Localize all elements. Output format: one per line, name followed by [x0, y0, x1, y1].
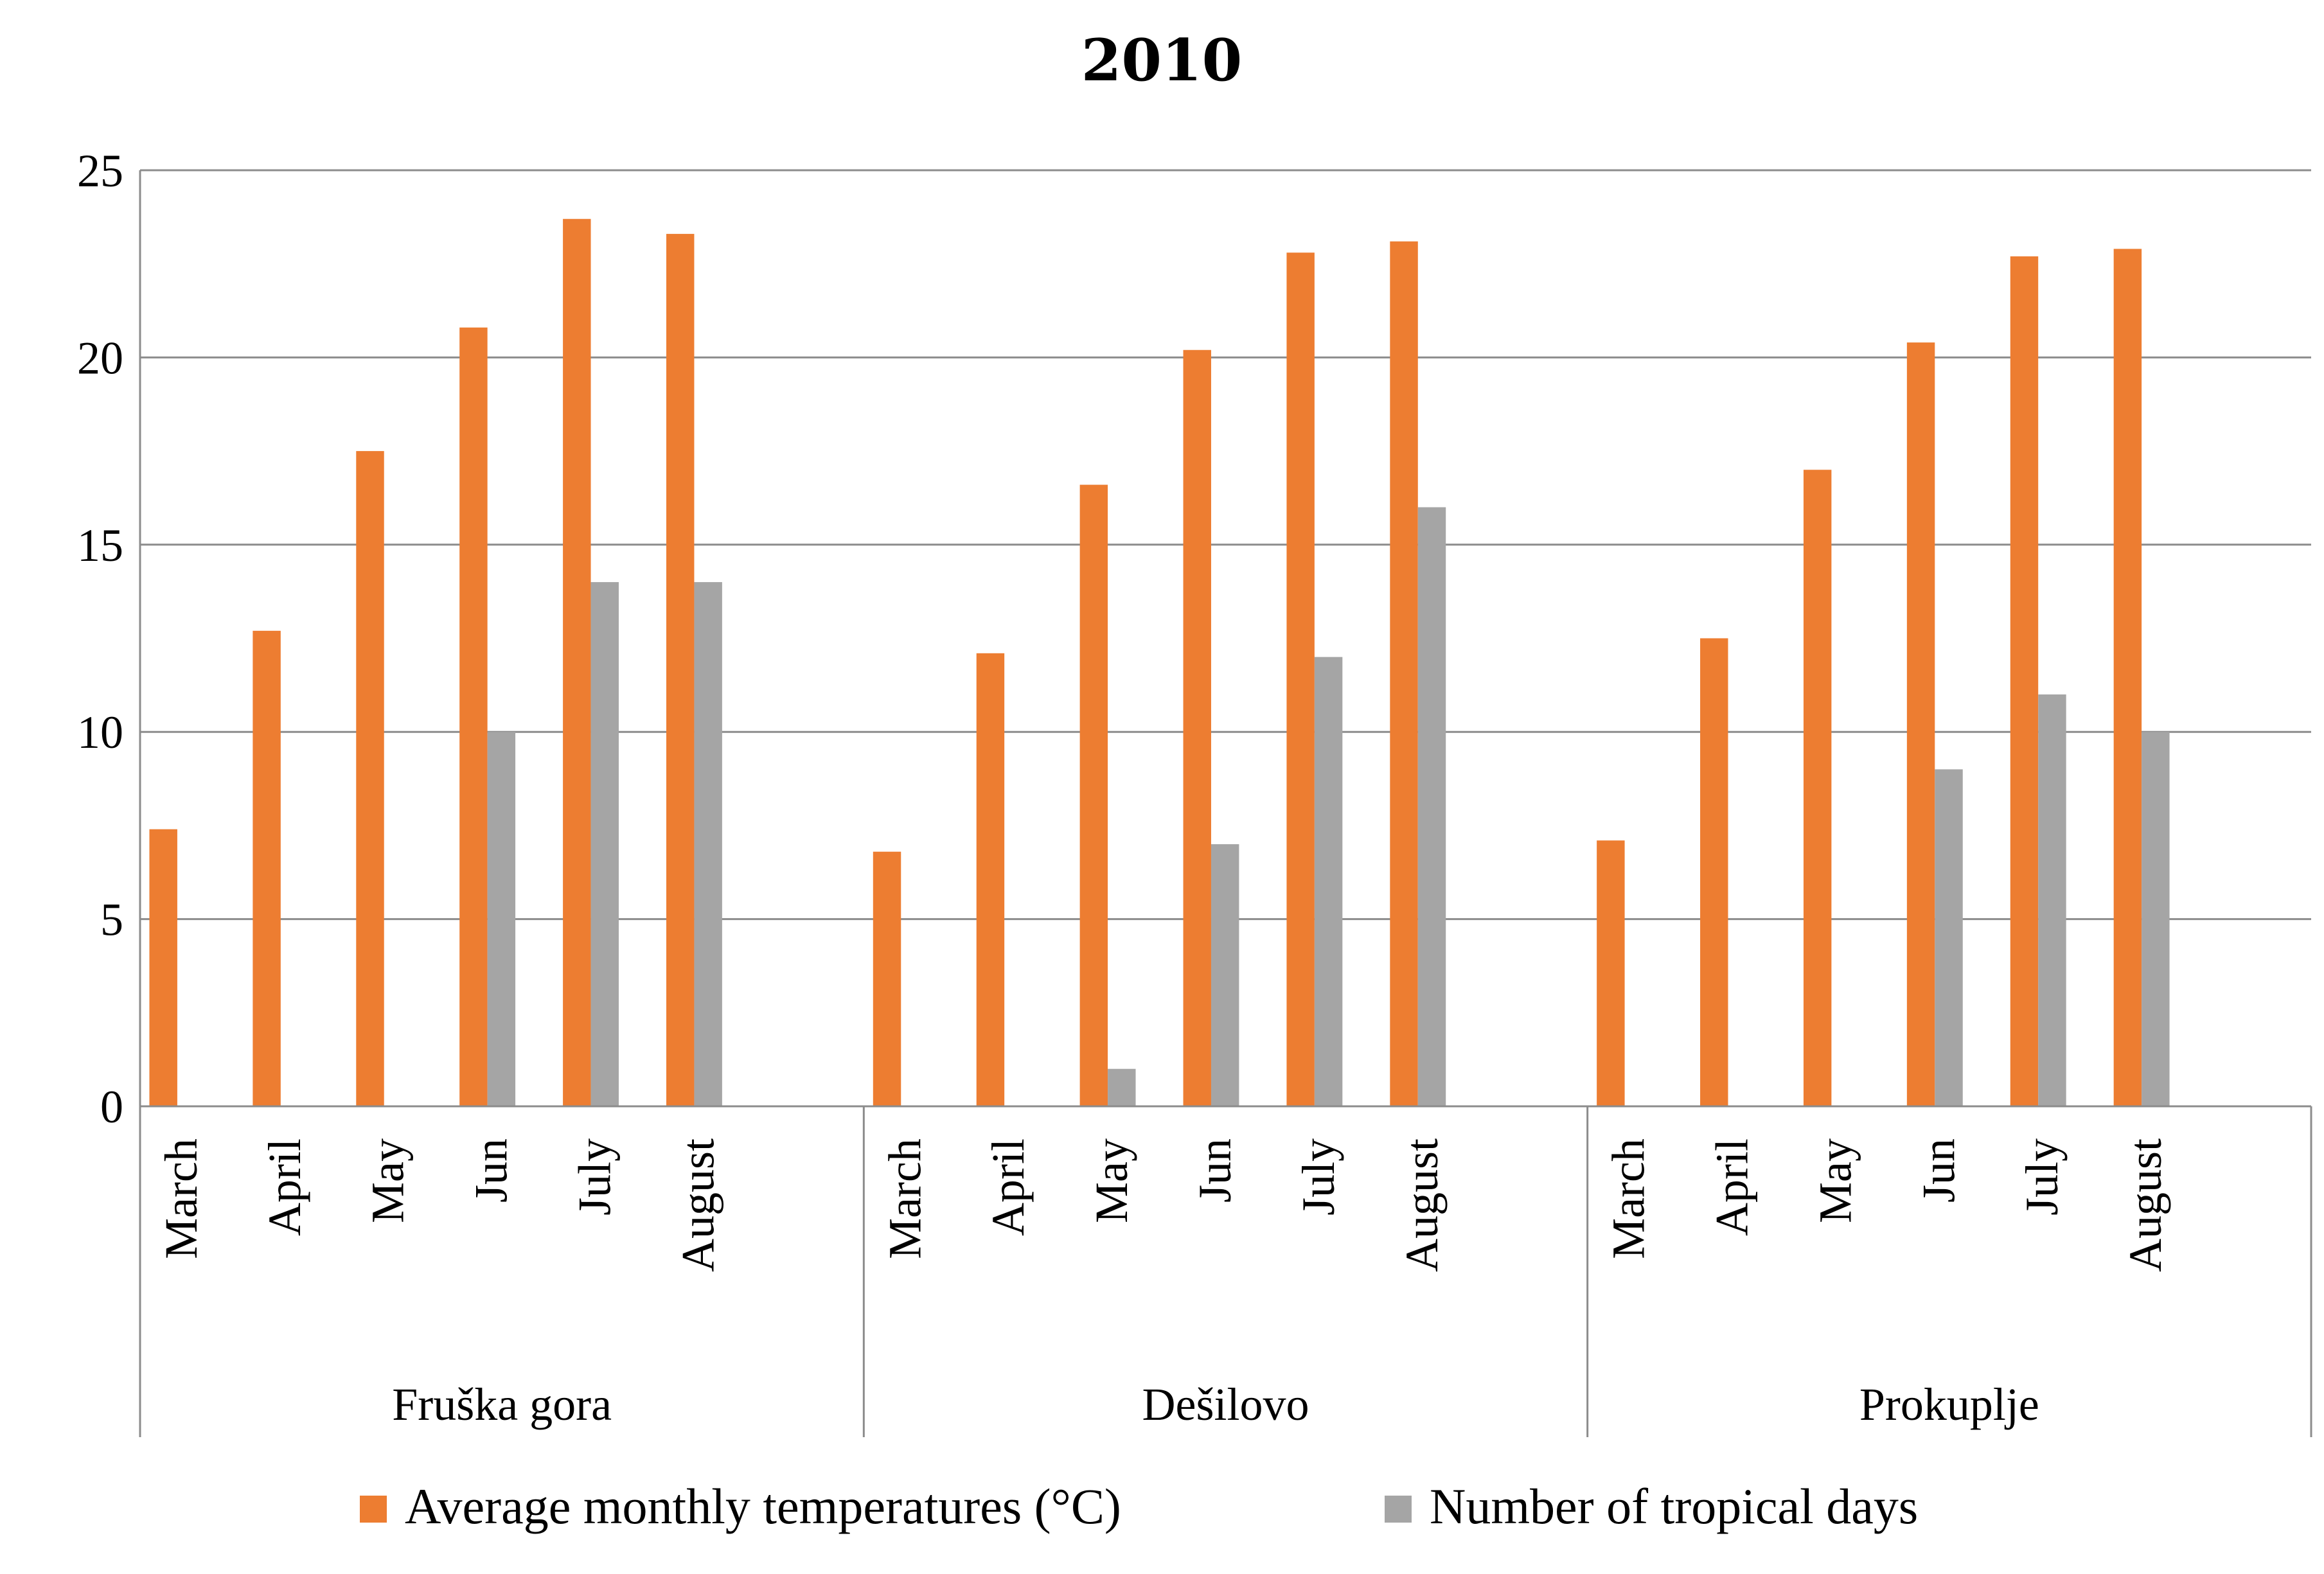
x-category-label: Jun	[1189, 1138, 1241, 1203]
bar-temperature	[1183, 349, 1211, 1106]
bar-temperature	[666, 234, 695, 1107]
y-tick-label: 10	[77, 707, 123, 758]
bar-temperature	[1700, 638, 1728, 1106]
x-category-label: August	[672, 1138, 723, 1272]
legend-label: Average monthly temperatures (°C)	[405, 1478, 1121, 1534]
legend-label: Number of tropical days	[1430, 1478, 1918, 1534]
y-tick-label: 5	[100, 894, 123, 946]
bar-tropical-days	[1211, 844, 1239, 1106]
x-category-label: April	[259, 1138, 310, 1236]
x-category-label: Jun	[1913, 1138, 1964, 1203]
x-category-label: May	[362, 1138, 414, 1223]
legend-swatch	[360, 1496, 387, 1523]
x-category-label: August	[2120, 1138, 2171, 1272]
legend: Average monthly temperatures (°C) Number …	[360, 1478, 1918, 1534]
y-tick-label: 25	[77, 145, 123, 197]
bar-tropical-days	[2038, 694, 2066, 1106]
x-category-label: March	[879, 1138, 930, 1259]
bar-temperature	[873, 851, 901, 1106]
bar-tropical-days	[1108, 1068, 1136, 1106]
bar-temperature	[253, 630, 281, 1106]
bar-temperature	[1390, 241, 1418, 1107]
bar-tropical-days	[1935, 769, 1963, 1106]
bar-temperature	[976, 653, 1005, 1106]
bar-tropical-days	[1417, 507, 1446, 1106]
x-category-label: July	[569, 1138, 621, 1216]
x-category-label: July	[2016, 1138, 2068, 1216]
y-tick-label: 20	[77, 332, 123, 384]
bar-temperature	[1286, 252, 1315, 1106]
bar-temperature	[2010, 256, 2039, 1107]
bars	[149, 218, 2170, 1107]
x-category-label: April	[982, 1138, 1034, 1236]
legend-swatch	[1385, 1496, 1412, 1523]
x-category-label: March	[1603, 1138, 1654, 1259]
x-group-label: Prokuplje	[1859, 1379, 2039, 1430]
x-category-label: March	[155, 1138, 207, 1259]
axes	[139, 170, 2312, 1437]
bar-temperature	[149, 829, 177, 1106]
x-category-label: August	[1396, 1138, 1448, 1272]
x-axis-categories: March April May Jun July August Fruška gora Mar…	[155, 1138, 2171, 1430]
y-tick-label: 15	[77, 520, 123, 571]
bar-temperature	[2113, 249, 2142, 1107]
x-category-label: Jun	[466, 1138, 517, 1203]
bar-tropical-days	[487, 732, 516, 1106]
x-group-label: Fruška gora	[392, 1379, 612, 1430]
bar-temperature	[356, 451, 384, 1106]
x-group-label: Dešilovo	[1142, 1379, 1309, 1430]
bar-temperature	[1906, 342, 1935, 1106]
bar-tropical-days	[694, 582, 722, 1106]
chart-title: 2010	[1081, 26, 1243, 94]
bar-temperature	[1597, 840, 1625, 1106]
bar-tropical-days	[590, 582, 619, 1106]
x-category-label: May	[1809, 1138, 1861, 1223]
bar-temperature	[1803, 470, 1832, 1106]
bar-tropical-days	[1314, 657, 1343, 1106]
bar-temperature	[459, 327, 488, 1106]
x-category-label: May	[1086, 1138, 1137, 1223]
x-category-label: April	[1706, 1138, 1757, 1236]
bar-temperature	[1079, 484, 1108, 1106]
y-tick-label: 0	[100, 1081, 123, 1133]
y-axis-ticks: 0 5 10 15 20 25	[77, 145, 123, 1133]
bar-temperature	[563, 218, 591, 1106]
bar-tropical-days	[2142, 732, 2170, 1106]
x-category-label: July	[1293, 1138, 1344, 1216]
